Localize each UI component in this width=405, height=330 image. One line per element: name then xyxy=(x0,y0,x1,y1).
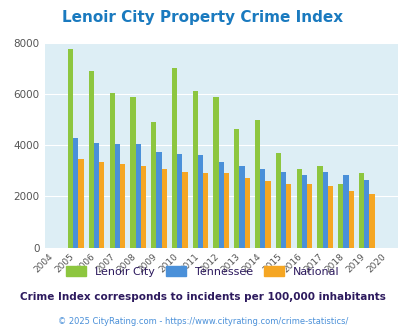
Bar xyxy=(120,164,125,248)
Bar xyxy=(177,154,182,248)
Bar xyxy=(78,159,83,248)
Bar xyxy=(73,138,78,248)
Bar xyxy=(130,97,135,248)
Bar xyxy=(218,162,223,248)
Bar xyxy=(171,68,177,248)
Bar xyxy=(115,144,120,248)
Text: Crime Index corresponds to incidents per 100,000 inhabitants: Crime Index corresponds to incidents per… xyxy=(20,292,385,302)
Bar xyxy=(317,166,322,248)
Bar xyxy=(197,155,202,248)
Bar xyxy=(343,175,347,248)
Bar xyxy=(306,183,311,248)
Text: © 2025 CityRating.com - https://www.cityrating.com/crime-statistics/: © 2025 CityRating.com - https://www.city… xyxy=(58,317,347,326)
Bar xyxy=(109,93,115,248)
Bar xyxy=(327,186,332,248)
Bar xyxy=(358,173,363,248)
Bar xyxy=(337,183,343,248)
Bar xyxy=(254,120,260,248)
Bar xyxy=(239,166,244,248)
Bar xyxy=(68,49,73,247)
Bar xyxy=(265,181,270,248)
Bar xyxy=(213,97,218,248)
Bar xyxy=(244,179,249,248)
Bar xyxy=(223,173,228,248)
Bar xyxy=(202,173,208,248)
Bar xyxy=(151,122,156,248)
Bar xyxy=(135,144,141,248)
Bar xyxy=(141,166,145,248)
Bar xyxy=(182,172,187,248)
Bar xyxy=(89,71,94,248)
Bar xyxy=(192,91,197,248)
Bar xyxy=(94,143,99,248)
Bar xyxy=(296,170,301,248)
Bar xyxy=(275,153,280,248)
Bar xyxy=(234,129,239,248)
Bar xyxy=(286,183,291,248)
Bar xyxy=(363,180,369,248)
Bar xyxy=(161,170,166,248)
Bar xyxy=(301,175,306,248)
Bar xyxy=(322,172,327,248)
Bar xyxy=(156,151,161,248)
Bar xyxy=(347,191,353,248)
Legend: Lenoir City, Tennessee, National: Lenoir City, Tennessee, National xyxy=(62,261,343,281)
Text: Lenoir City Property Crime Index: Lenoir City Property Crime Index xyxy=(62,10,343,25)
Bar xyxy=(280,172,286,248)
Bar xyxy=(99,162,104,248)
Bar xyxy=(369,194,373,248)
Bar xyxy=(260,170,265,248)
